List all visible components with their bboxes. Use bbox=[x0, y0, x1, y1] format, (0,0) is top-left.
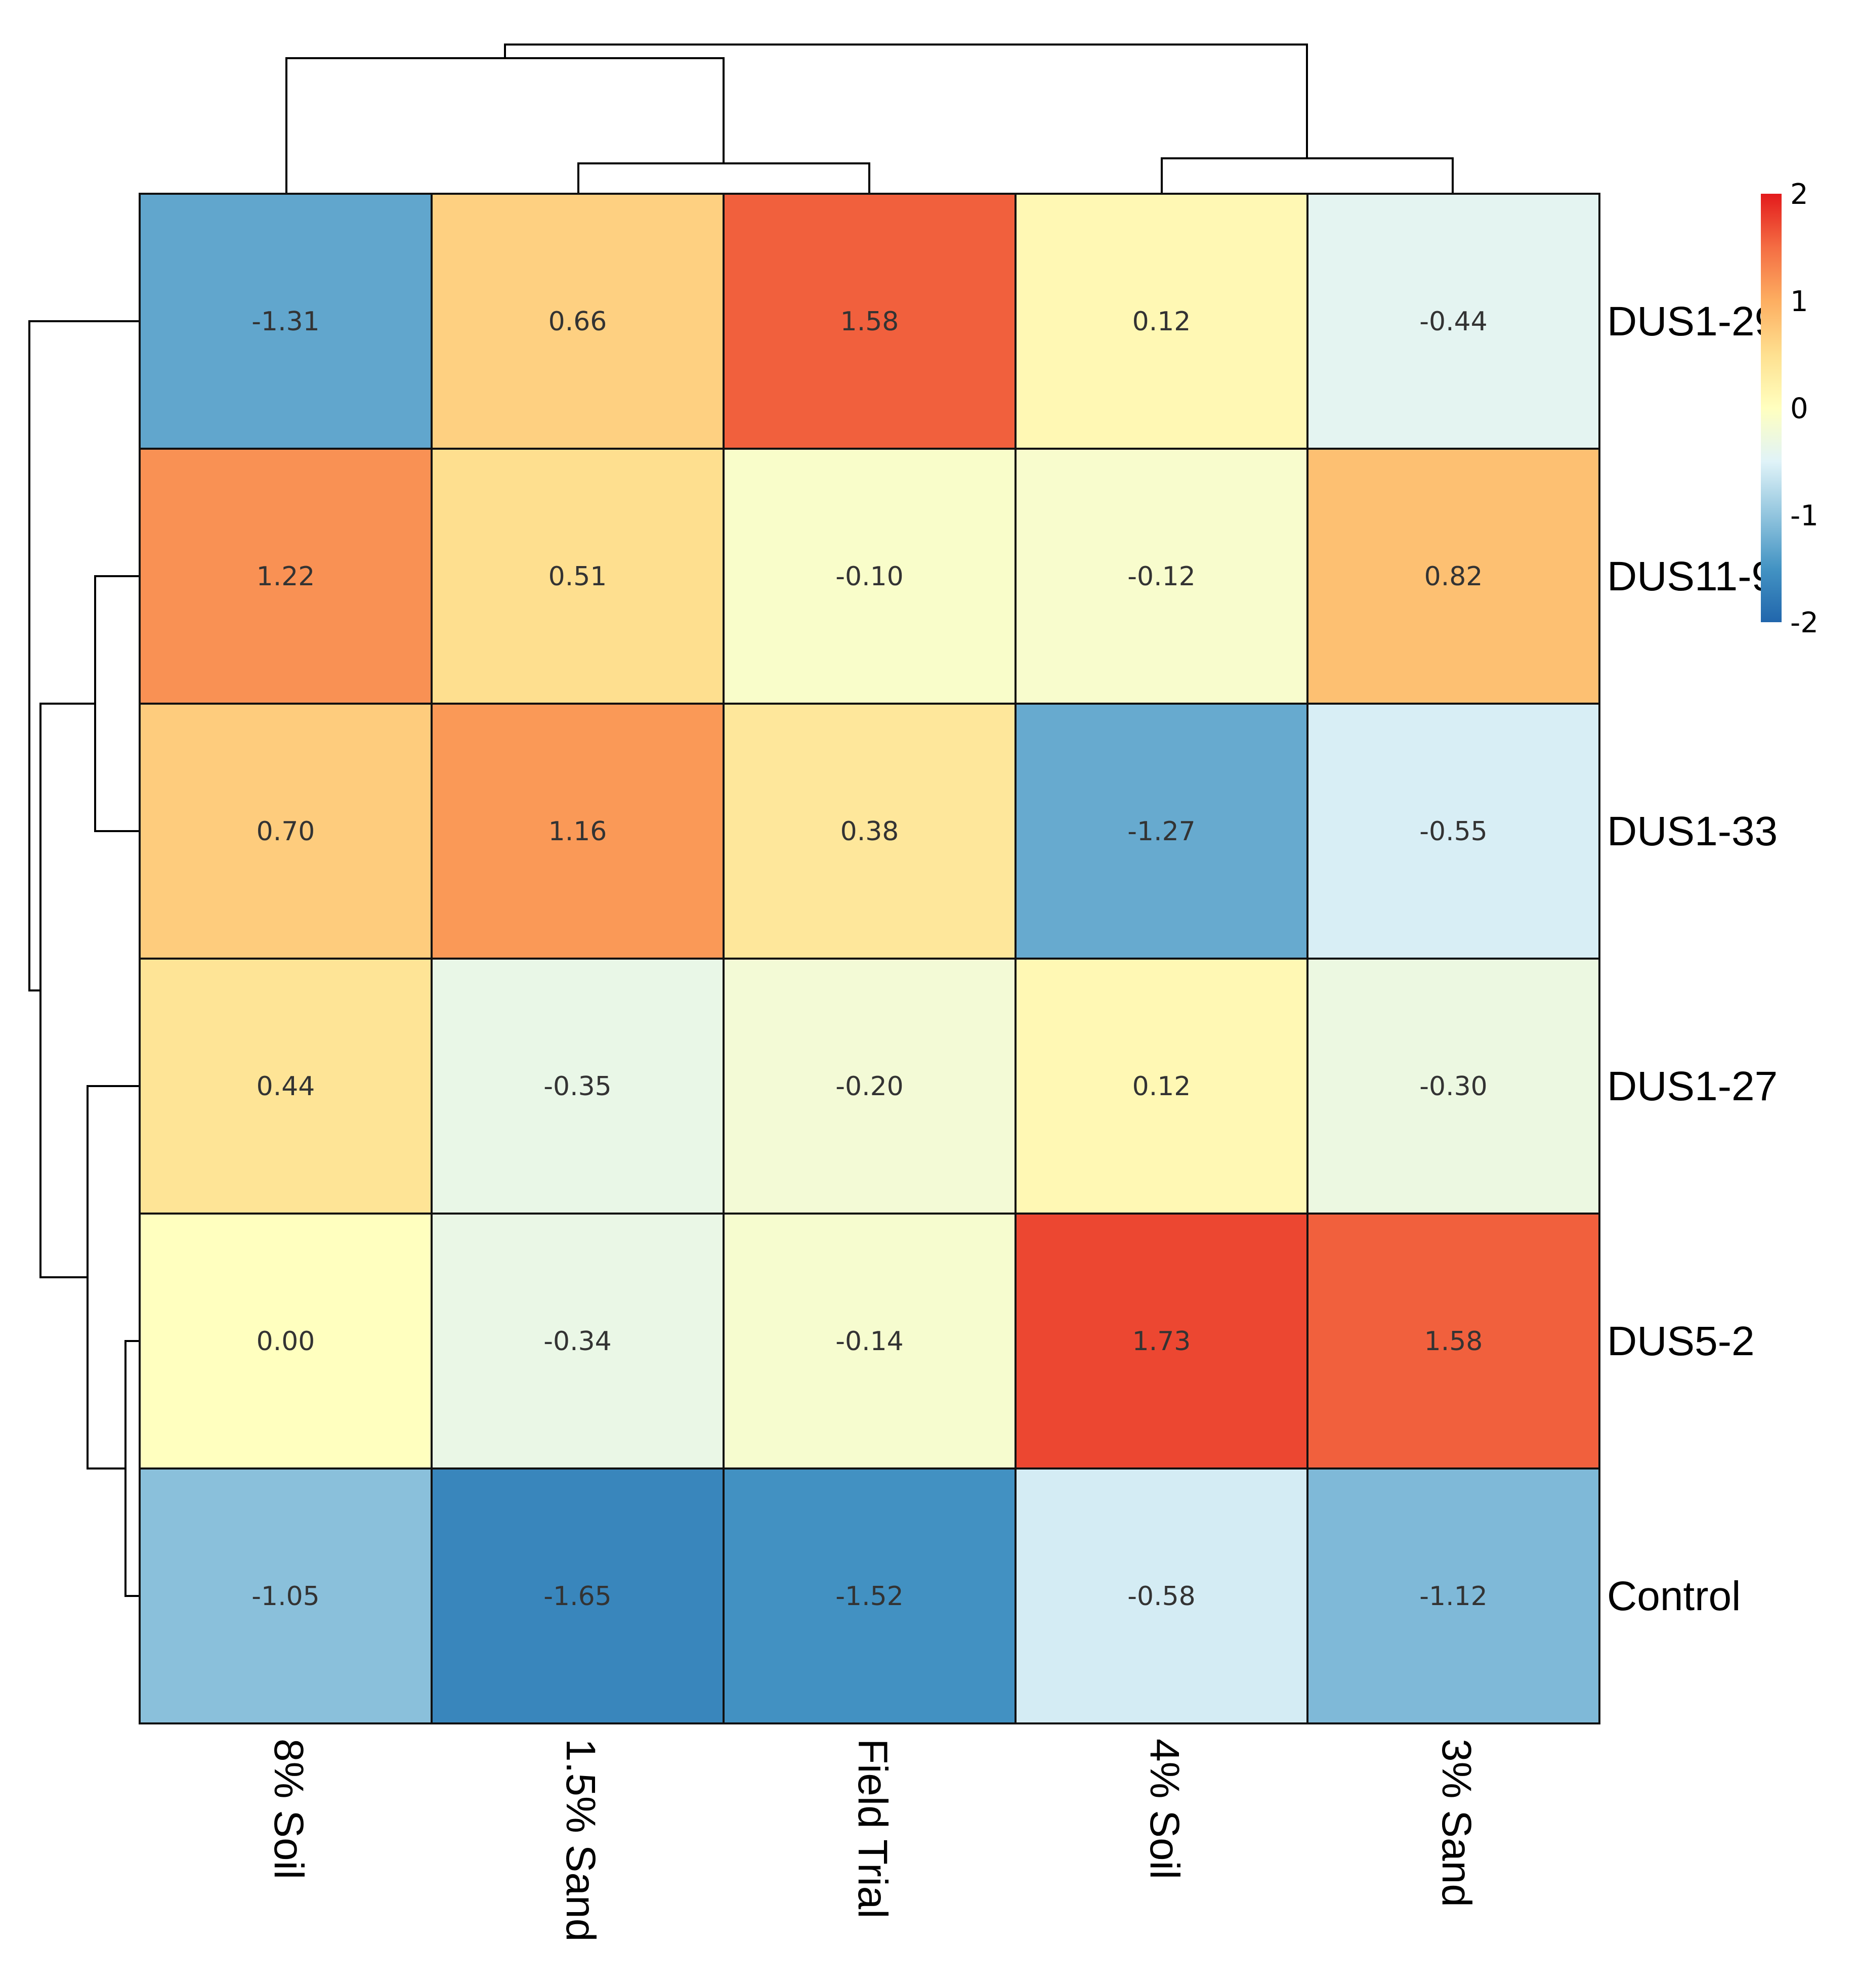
legend-tick-label: 2 bbox=[1790, 178, 1808, 211]
legend-color-bar bbox=[1761, 194, 1782, 622]
heatmap-cell bbox=[139, 448, 433, 705]
cell-value-label: -0.55 bbox=[1419, 816, 1488, 847]
column-label: Field Trial bbox=[850, 1739, 896, 1918]
heatmap-cells: -1.31 0.66 1.58 0.12 -0.44 1.22 0.51 -0.10 -0.12… bbox=[139, 193, 1600, 1724]
cell-value-label: -1.52 bbox=[835, 1581, 904, 1612]
column-labels: 8% Soil 1.5% Sand Field Trial 4% Soil 3% San… bbox=[266, 1739, 1480, 1941]
heatmap-cell bbox=[431, 703, 725, 960]
cell-value-label: 1.58 bbox=[840, 307, 899, 337]
column-label: 4% Soil bbox=[1142, 1739, 1188, 1879]
cell-value-label: -1.27 bbox=[1127, 816, 1196, 847]
heatmap-cell bbox=[723, 193, 1017, 450]
heatmap-cell bbox=[431, 1467, 725, 1724]
column-label: 1.5% Sand bbox=[558, 1739, 604, 1941]
heatmap-cell bbox=[139, 958, 433, 1215]
color-legend: 2 1 0 -1 -2 bbox=[1761, 178, 1819, 639]
heatmap-cell bbox=[723, 703, 1017, 960]
cell-value-label: -1.05 bbox=[251, 1581, 320, 1612]
row-label: Control bbox=[1607, 1573, 1741, 1619]
column-dendrogram bbox=[285, 44, 1454, 194]
cell-value-label: 0.82 bbox=[1424, 561, 1483, 592]
column-label: 3% Sand bbox=[1433, 1739, 1480, 1907]
heatmap-cell bbox=[1015, 958, 1308, 1215]
heatmap-cell bbox=[723, 448, 1017, 705]
legend-tick-label: -2 bbox=[1790, 607, 1819, 639]
heatmap-cell bbox=[139, 193, 433, 450]
cell-value-label: -0.20 bbox=[835, 1071, 904, 1102]
row-label: DUS5-2 bbox=[1607, 1318, 1755, 1364]
row-label: DUS1-27 bbox=[1607, 1063, 1778, 1109]
legend-tick-label: 0 bbox=[1790, 393, 1808, 425]
cell-value-label: -0.14 bbox=[835, 1326, 904, 1357]
legend-tick-label: -1 bbox=[1790, 499, 1819, 532]
heatmap-cell bbox=[431, 193, 725, 450]
cell-value-label: -1.65 bbox=[543, 1581, 612, 1612]
cell-value-label: -0.44 bbox=[1419, 307, 1488, 337]
heatmap-cell bbox=[139, 1213, 433, 1470]
heatmap-cell bbox=[1306, 448, 1600, 705]
heatmap-cell bbox=[431, 958, 725, 1215]
column-label: 8% Soil bbox=[266, 1739, 312, 1879]
row-label: DUS1-29 bbox=[1607, 298, 1778, 344]
cell-value-label: -0.10 bbox=[835, 561, 904, 592]
cell-value-label: 0.12 bbox=[1132, 1071, 1191, 1102]
cell-value-label: 1.73 bbox=[1132, 1326, 1191, 1357]
cell-value-label: -0.58 bbox=[1127, 1581, 1196, 1612]
row-label: DUS1-33 bbox=[1607, 808, 1778, 854]
heatmap-cell bbox=[1015, 1467, 1308, 1724]
row-labels: DUS1-29 DUS11-9 DUS1-33 DUS1-27 DUS5-2 Contro… bbox=[1607, 298, 1778, 1619]
cell-value-label: 1.58 bbox=[1424, 1326, 1483, 1357]
heatmap-cell bbox=[1306, 1467, 1600, 1724]
cell-value-label: 0.12 bbox=[1132, 307, 1191, 337]
heatmap-cell bbox=[1306, 193, 1600, 450]
cell-value-label: 0.51 bbox=[548, 561, 607, 592]
heatmap-cell bbox=[1015, 193, 1308, 450]
heatmap-cell bbox=[431, 1213, 725, 1470]
cell-value-label: -1.12 bbox=[1419, 1581, 1488, 1612]
cell-value-label: -0.34 bbox=[543, 1326, 612, 1357]
cell-value-label: 0.70 bbox=[257, 816, 315, 847]
heatmap-cell bbox=[1306, 703, 1600, 960]
heatmap-cell bbox=[723, 1467, 1017, 1724]
cell-value-label: 1.22 bbox=[257, 561, 315, 592]
row-dendrogram bbox=[28, 320, 140, 1597]
cell-value-label: -1.31 bbox=[251, 307, 320, 337]
cell-value-label: 0.00 bbox=[257, 1326, 315, 1357]
legend-tick-label: 1 bbox=[1790, 285, 1808, 318]
heatmap-cell bbox=[723, 1213, 1017, 1470]
heatmap-cell bbox=[723, 958, 1017, 1215]
cell-value-label: 0.66 bbox=[548, 307, 607, 337]
row-label: DUS11-9 bbox=[1607, 553, 1775, 599]
cell-value-label: 0.38 bbox=[840, 816, 899, 847]
heatmap-cell bbox=[1306, 958, 1600, 1215]
cell-value-label: -0.35 bbox=[543, 1071, 612, 1102]
cell-value-label: 0.44 bbox=[257, 1071, 315, 1102]
heatmap-cell bbox=[1306, 1213, 1600, 1470]
heatmap-cell bbox=[1015, 703, 1308, 960]
cell-value-label: -0.30 bbox=[1419, 1071, 1488, 1102]
cell-value-label: 1.16 bbox=[548, 816, 607, 847]
cell-value-label: -0.12 bbox=[1127, 561, 1196, 592]
